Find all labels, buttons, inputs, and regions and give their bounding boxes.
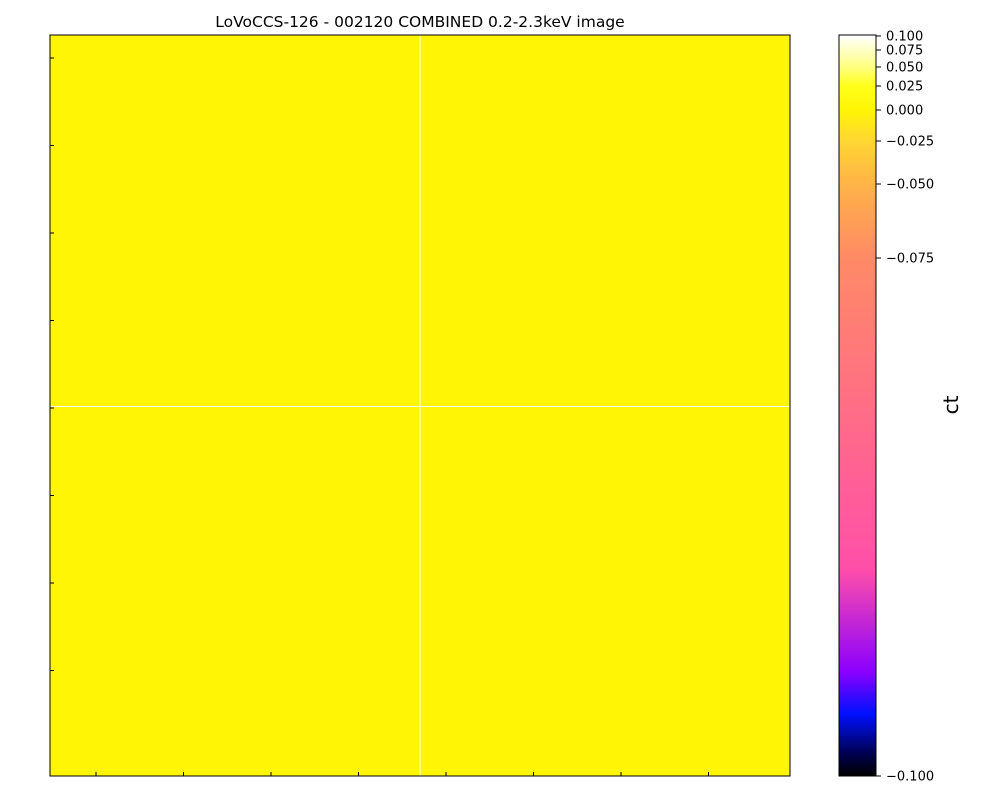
image-frame [49,34,791,777]
colorbar-label: ct [939,395,963,414]
chart-title: LoVoCCS-126 - 002120 COMBINED 0.2-2.3keV… [215,13,624,31]
colorbar-tick-label: 0.075 [886,44,923,59]
left-axis-ticks [50,57,54,671]
colorbar-tick-label: 0.000 [886,104,923,119]
colorbar-tick-label: −0.050 [886,178,934,193]
colorbar-tick-label: −0.025 [886,135,934,150]
colorbar-tick-label: 0.100 [886,30,923,45]
colorbar-tick-label: −0.075 [886,252,934,267]
colorbar-frame [838,34,877,777]
colorbar-fill [839,35,876,776]
colorbar-tick-label: −0.100 [886,770,934,785]
bottom-axis-ticks [95,772,709,776]
colorbar-tick-label: 0.050 [886,61,923,76]
image-axes [49,34,791,777]
colorbar-tick-label: 0.025 [886,80,923,95]
